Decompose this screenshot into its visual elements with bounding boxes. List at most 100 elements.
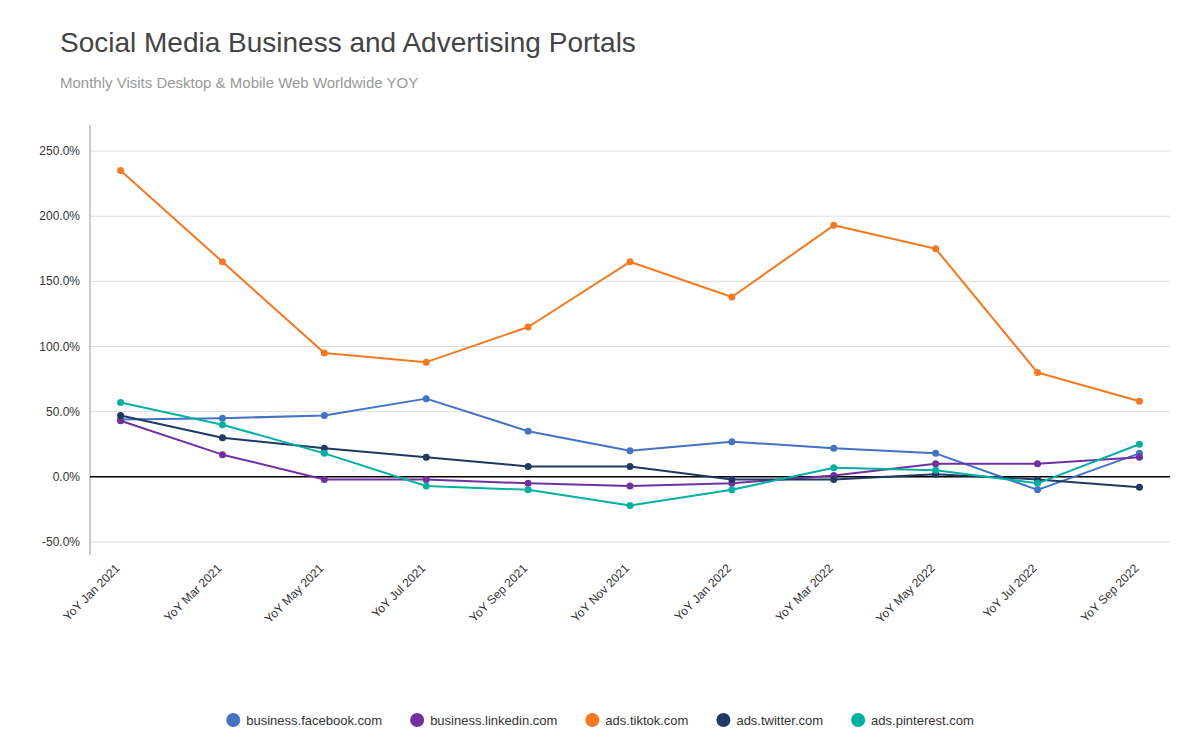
point bbox=[525, 323, 532, 330]
grid-line bbox=[90, 151, 1170, 152]
chart: Social Media Business and Advertising Po… bbox=[0, 0, 1200, 742]
legend-swatch bbox=[851, 713, 865, 727]
x-tick-label: YoY Sep 2022 bbox=[1078, 561, 1142, 625]
legend-label: ads.tiktok.com bbox=[605, 713, 688, 728]
legend-swatch bbox=[716, 713, 730, 727]
point bbox=[932, 460, 939, 467]
grid-line bbox=[90, 216, 1170, 217]
legend-label: business.facebook.com bbox=[246, 713, 382, 728]
series bbox=[117, 395, 1143, 493]
point bbox=[219, 421, 226, 428]
point bbox=[1136, 454, 1143, 461]
y-tick-label: 0.0% bbox=[53, 470, 81, 484]
point bbox=[1034, 460, 1041, 467]
point bbox=[728, 438, 735, 445]
point bbox=[525, 480, 532, 487]
point bbox=[1034, 369, 1041, 376]
point bbox=[321, 350, 328, 357]
y-axis-line bbox=[90, 125, 91, 555]
point bbox=[1136, 398, 1143, 405]
point bbox=[423, 476, 430, 483]
point bbox=[627, 502, 634, 509]
legend: business.facebook.com business.linkedin.c… bbox=[226, 713, 973, 728]
point bbox=[219, 258, 226, 265]
x-tick-label: YoY Nov 2021 bbox=[568, 561, 632, 625]
x-tick-label: YoY Jan 2021 bbox=[60, 561, 123, 624]
subtitle: Monthly Visits Desktop & Mobile Web Worl… bbox=[60, 74, 418, 91]
point bbox=[830, 445, 837, 452]
legend-swatch bbox=[410, 713, 424, 727]
grid-line bbox=[90, 281, 1170, 282]
point bbox=[525, 486, 532, 493]
point bbox=[321, 476, 328, 483]
y-tick-label: 50.0% bbox=[46, 405, 80, 419]
point bbox=[321, 412, 328, 419]
point bbox=[728, 294, 735, 301]
point bbox=[627, 447, 634, 454]
point bbox=[423, 359, 430, 366]
y-tick-label: 100.0% bbox=[39, 340, 80, 354]
point bbox=[627, 258, 634, 265]
point bbox=[525, 463, 532, 470]
point bbox=[728, 486, 735, 493]
x-tick-label: YoY Sep 2021 bbox=[467, 561, 531, 625]
point bbox=[1136, 441, 1143, 448]
x-tick-label: YoY Jul 2021 bbox=[369, 561, 429, 621]
point bbox=[423, 395, 430, 402]
point bbox=[932, 467, 939, 474]
point bbox=[219, 415, 226, 422]
legend-item: business.linkedin.com bbox=[410, 713, 557, 728]
marks bbox=[117, 167, 1143, 509]
legend-swatch bbox=[226, 713, 240, 727]
series bbox=[117, 417, 1143, 489]
series bbox=[117, 167, 1143, 405]
legend-item: business.facebook.com bbox=[226, 713, 382, 728]
point bbox=[219, 451, 226, 458]
y-tick-label: 200.0% bbox=[39, 209, 80, 223]
y-grid bbox=[90, 151, 1170, 542]
x-tick-label: YoY Jan 2022 bbox=[672, 561, 735, 624]
point bbox=[117, 399, 124, 406]
x-tick-label: YoY May 2022 bbox=[873, 561, 938, 626]
series bbox=[117, 399, 1143, 509]
x-tick-label: YoY Jul 2022 bbox=[980, 561, 1040, 621]
series-line bbox=[121, 171, 1140, 402]
point bbox=[1034, 480, 1041, 487]
point bbox=[830, 222, 837, 229]
point bbox=[1034, 486, 1041, 493]
legend-swatch bbox=[585, 713, 599, 727]
point bbox=[627, 463, 634, 470]
point bbox=[932, 245, 939, 252]
series bbox=[117, 412, 1143, 491]
point bbox=[627, 482, 634, 489]
y-tick-labels: -50.0%0.0%50.0%100.0%150.0%200.0%250.0% bbox=[39, 144, 80, 549]
point bbox=[117, 167, 124, 174]
point bbox=[830, 464, 837, 471]
point bbox=[932, 450, 939, 457]
grid-line bbox=[90, 541, 1170, 542]
title: Social Media Business and Advertising Po… bbox=[60, 27, 636, 58]
series-line bbox=[121, 403, 1140, 506]
grid-line bbox=[90, 346, 1170, 347]
point bbox=[830, 476, 837, 483]
point bbox=[219, 434, 226, 441]
x-tick-label: YoY May 2021 bbox=[262, 561, 327, 626]
legend-item: ads.pinterest.com bbox=[851, 713, 974, 728]
legend-label: business.linkedin.com bbox=[430, 713, 557, 728]
y-tick-label: 150.0% bbox=[39, 274, 80, 288]
legend-item: ads.tiktok.com bbox=[585, 713, 688, 728]
point bbox=[423, 482, 430, 489]
point bbox=[525, 428, 532, 435]
point bbox=[423, 454, 430, 461]
point bbox=[117, 412, 124, 419]
point bbox=[728, 476, 735, 483]
legend-label: ads.pinterest.com bbox=[871, 713, 974, 728]
legend-item: ads.twitter.com bbox=[716, 713, 823, 728]
legend-label: ads.twitter.com bbox=[736, 713, 823, 728]
x-tick-labels: YoY Jan 2021YoY Mar 2021YoY May 2021YoY … bbox=[60, 561, 1141, 626]
y-tick-label: -50.0% bbox=[42, 535, 80, 549]
point bbox=[1136, 484, 1143, 491]
x-tick-label: YoY Mar 2022 bbox=[773, 561, 836, 624]
grid-line bbox=[90, 411, 1170, 412]
point bbox=[321, 450, 328, 457]
